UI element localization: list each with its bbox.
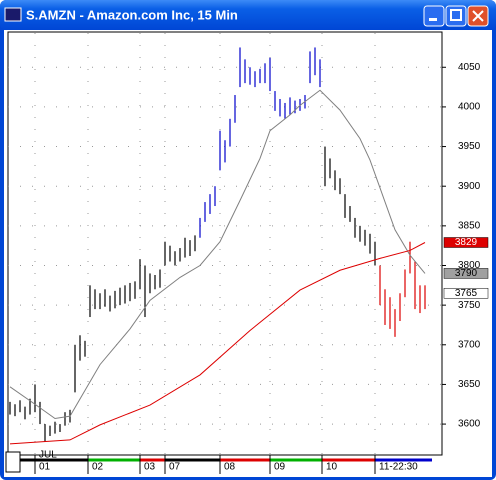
y-tick-label: 3750 [458, 300, 481, 311]
y-tick-label: 3950 [458, 141, 481, 152]
moving-average [9, 89, 426, 420]
y-tick-label: 3600 [458, 419, 481, 430]
x-tick-label: 07 [169, 462, 181, 473]
app-icon [4, 7, 22, 22]
client-area [4, 30, 492, 477]
x-tick-label: 11-22:30 [379, 462, 418, 473]
y-tick-label: 4000 [458, 102, 481, 113]
price-tag-label: 3790 [455, 268, 478, 279]
close-button[interactable] [467, 5, 489, 27]
y-tick-label: 3700 [458, 339, 481, 350]
x-tick-label: 08 [224, 462, 236, 473]
scroll-box[interactable] [5, 451, 21, 473]
x-tick-label: 03 [144, 462, 156, 473]
y-tick-label: 3800 [458, 260, 481, 271]
x-tick-label: 09 [274, 462, 286, 473]
price-tag [443, 287, 489, 299]
window-title: S.AMZN - Amazon.com Inc, 15 Min [26, 7, 238, 22]
price-tag [443, 268, 489, 279]
maximize-button[interactable] [445, 5, 467, 27]
x-tick-label: 02 [92, 462, 104, 473]
title-bar [0, 0, 496, 30]
plot-frame [7, 31, 443, 456]
y-tick-label: 3850 [458, 220, 481, 231]
y-tick-label: 3650 [458, 379, 481, 390]
price-tag-label: 3829 [455, 237, 478, 248]
y-tick-label: 3900 [458, 181, 481, 192]
x-tick-label: 01 [39, 462, 51, 473]
minimize-button[interactable] [423, 5, 445, 27]
price-tag-label: 3765 [455, 288, 478, 299]
price-tag [443, 237, 489, 248]
y-tick-label: 4050 [458, 62, 481, 73]
moving-average [9, 242, 426, 445]
x-annotation: JUL [39, 450, 57, 461]
x-tick-label: 10 [326, 462, 338, 473]
